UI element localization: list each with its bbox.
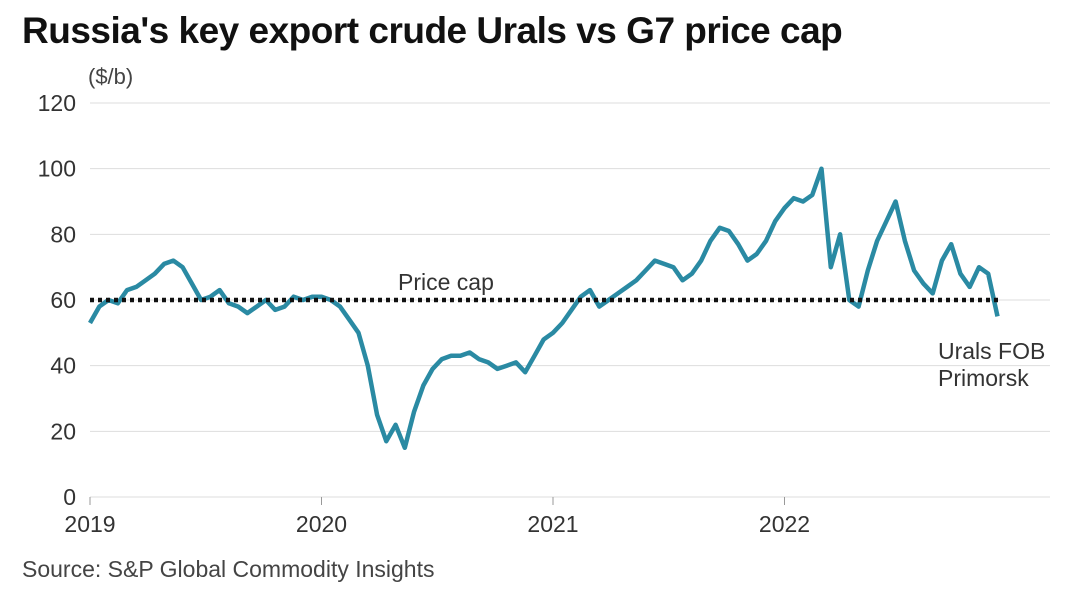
y-axis-label: ($/b) — [88, 64, 134, 89]
x-tick-label: 2021 — [527, 511, 578, 537]
chart-title: Russia's key export crude Urals vs G7 pr… — [22, 10, 843, 51]
series-line — [88, 166, 1000, 451]
y-tick-label: 20 — [50, 418, 76, 444]
y-tick-label: 80 — [50, 221, 76, 247]
y-tick-label: 60 — [50, 287, 76, 313]
annotation: Price cap — [398, 269, 494, 295]
x-tick-label: 2019 — [64, 511, 115, 537]
y-tick-label: 100 — [38, 156, 76, 182]
series-label: Urals FOB Primorsk — [938, 338, 1046, 391]
y-tick-label: 0 — [63, 484, 76, 510]
x-tick-label: 2020 — [296, 511, 347, 537]
y-tick-label: 40 — [50, 353, 76, 379]
y-tick-label: 120 — [38, 90, 76, 116]
x-tick-label: 2022 — [759, 511, 810, 537]
source: Source: S&P Global Commodity Insights — [22, 556, 435, 582]
